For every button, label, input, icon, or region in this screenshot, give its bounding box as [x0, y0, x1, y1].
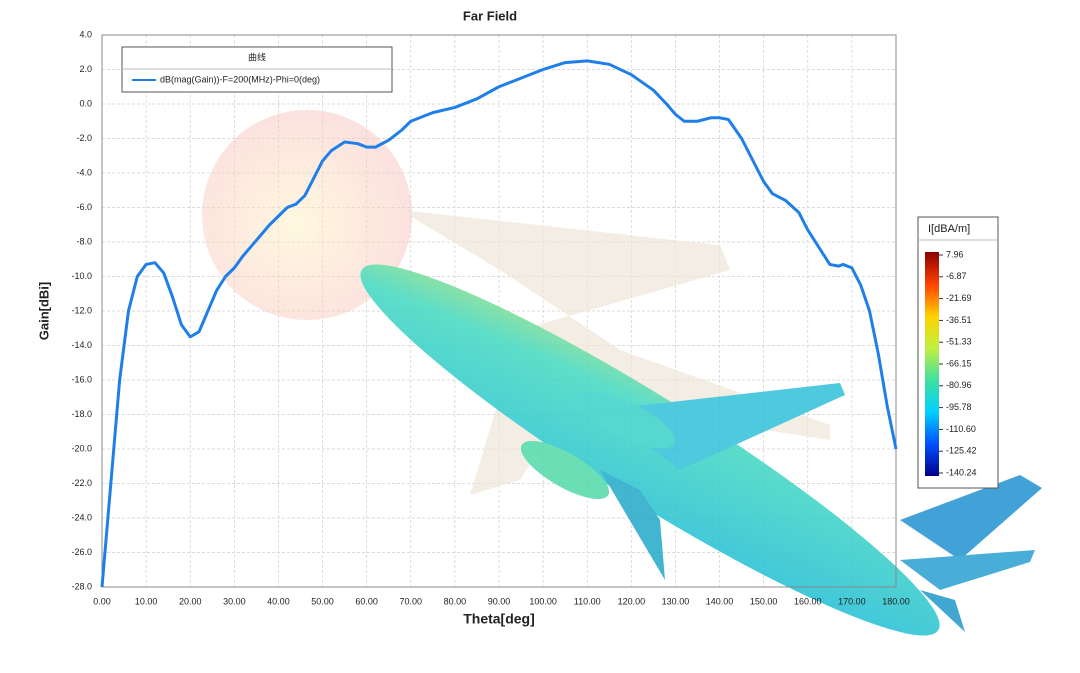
- series-line: [100, 59, 898, 588]
- x-axis-label: Theta[deg]: [463, 611, 535, 627]
- x-tick-label: 160.00: [794, 596, 822, 606]
- y-tick-label: -14.0: [71, 340, 92, 350]
- x-tick-label: 40.00: [267, 596, 290, 606]
- legend-title: 曲线: [248, 51, 266, 62]
- y-tick-label: -12.0: [71, 305, 92, 315]
- x-tick-label: 170.00: [838, 596, 866, 606]
- legend-label: dB(mag(Gain))-F=200(MHz)-Phi=0(deg): [160, 74, 320, 84]
- y-tick-label: 2.0: [79, 64, 92, 74]
- colorbar-tick-label: -95.78: [946, 402, 972, 412]
- y-tick-label: -22.0: [71, 478, 92, 488]
- x-tick-label: 140.00: [706, 596, 734, 606]
- colorbar-tick-label: -80.96: [946, 380, 972, 390]
- colorbar-tick-label: -21.69: [946, 293, 972, 303]
- y-axis-label: Gain[dBi]: [36, 282, 51, 341]
- x-tick-label: 20.00: [179, 596, 202, 606]
- colorbar-tick-label: -140.24: [946, 467, 977, 477]
- chart-title: Far Field: [463, 8, 517, 23]
- y-tick-label: -6.0: [76, 202, 92, 212]
- y-tick-label: -18.0: [71, 409, 92, 419]
- colorbar-tick-label: -66.15: [946, 358, 972, 368]
- colorbar-tick-label: 7.96: [946, 249, 964, 259]
- y-tick-label: -4.0: [76, 167, 92, 177]
- x-tick-label: 80.00: [444, 596, 467, 606]
- plot-frame: [101, 34, 897, 588]
- colorbar-title: I[dBA/m]: [928, 223, 970, 235]
- x-tick-label: 120.00: [618, 596, 646, 606]
- x-tick-label: 180.00: [882, 596, 910, 606]
- colorbar-tick-label: -125.42: [946, 446, 977, 456]
- y-tick-label: -24.0: [71, 512, 92, 522]
- y-tick-label: -2.0: [76, 133, 92, 143]
- x-tick-label: 150.00: [750, 596, 778, 606]
- x-tick-label: 70.00: [400, 596, 423, 606]
- x-tick-label: 10.00: [135, 596, 158, 606]
- x-tick-label: 130.00: [662, 596, 690, 606]
- y-tick-label: -16.0: [71, 374, 92, 384]
- y-tick-label: 0.0: [79, 98, 92, 108]
- colorbar-tick-label: -36.51: [946, 315, 972, 325]
- x-tick-label: 50.00: [311, 596, 334, 606]
- x-tick-label: 90.00: [488, 596, 511, 606]
- x-tick-label: 110.00: [574, 596, 601, 606]
- x-tick-label: 60.00: [355, 596, 378, 606]
- colorbar-tick-label: -6.87: [946, 271, 967, 281]
- y-tick-label: -26.0: [71, 547, 92, 557]
- y-tick-label: -28.0: [71, 581, 92, 591]
- colorbar: I[dBA/m] 7.96 -6.87 -21.69 -36.51 -51.33 -66.…: [917, 216, 999, 489]
- x-tick-label: 30.00: [223, 596, 246, 606]
- y-tick-label: -10.0: [71, 271, 92, 281]
- x-tick-label: 100.00: [529, 596, 557, 606]
- colorbar-scale: [925, 252, 939, 476]
- overlay-image: [202, 110, 1042, 636]
- colorbar-tick-label: -110.60: [946, 424, 976, 434]
- colorbar-tick-label: -51.33: [946, 337, 972, 347]
- y-tick-label: -8.0: [76, 236, 92, 246]
- x-tick-label: 0.00: [93, 596, 111, 606]
- y-tick-label: -20.0: [71, 443, 92, 453]
- y-tick-label: 4.0: [79, 29, 92, 39]
- legend: 曲线 dB(mag(Gain))-F=200(MHz)-Phi=0(deg): [121, 46, 393, 93]
